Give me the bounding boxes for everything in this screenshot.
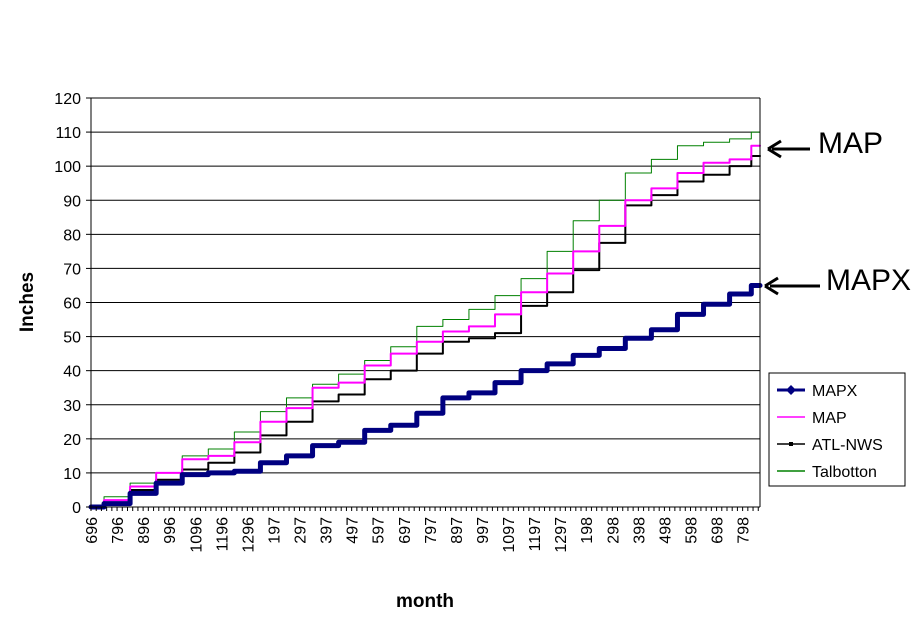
x-tick-label: 1096 xyxy=(188,517,205,553)
x-tick-label: 797 xyxy=(423,517,440,544)
x-tick-label: 1297 xyxy=(553,517,570,553)
axes xyxy=(86,97,761,511)
x-tick-labels: 696 796 896 996 1096 1196 1296 197 297 397 497 597 6… xyxy=(84,517,753,553)
y-tick-label: 40 xyxy=(63,364,81,381)
x-tick-label: 1197 xyxy=(527,517,544,552)
legend-marker-small xyxy=(789,442,793,446)
x-tick-label: 1296 xyxy=(240,517,257,553)
x-tick-label: 197 xyxy=(266,517,283,544)
y-tick-labels: 0 10 20 30 40 50 60 70 80 90 100 110 120 xyxy=(54,91,81,517)
x-tick-label: 498 xyxy=(657,517,674,544)
x-tick-label: 897 xyxy=(449,517,466,544)
y-tick-label: 10 xyxy=(63,466,81,483)
series-line-mapx xyxy=(88,282,763,510)
x-tick-label: 297 xyxy=(293,517,310,544)
y-tick-label: 60 xyxy=(63,296,81,313)
y-axis-title: Inches xyxy=(17,272,38,332)
annotation-map-label: MAP xyxy=(818,127,883,160)
x-tick-label: 696 xyxy=(84,517,101,544)
y-tick-label: 30 xyxy=(63,398,81,415)
legend-item-mapx: MAPX xyxy=(777,383,858,400)
legend-marker-diamond xyxy=(786,385,796,395)
y-tick-label: 50 xyxy=(63,330,81,347)
legend-label: MAP xyxy=(812,410,847,427)
legend-label: Talbotton xyxy=(812,464,877,481)
x-tick-label: 497 xyxy=(345,517,362,544)
annotation-mapx-label: MAPX xyxy=(826,264,911,297)
legend-item-talbotton: Talbotton xyxy=(777,464,877,481)
y-tick-label: 70 xyxy=(63,261,81,278)
y-tick-label: 80 xyxy=(63,227,81,244)
x-axis-title: month xyxy=(396,591,454,612)
x-tick-label: 298 xyxy=(605,517,622,544)
x-tick-label: 397 xyxy=(319,517,336,544)
y-tick-label: 110 xyxy=(55,125,81,142)
y-tick-label: 100 xyxy=(54,159,81,176)
y-tick-label: 120 xyxy=(54,91,81,108)
x-tick-label: 698 xyxy=(710,517,727,544)
x-tick-label: 996 xyxy=(162,517,179,544)
x-tick-label: 1097 xyxy=(501,517,518,553)
y-tick-label: 20 xyxy=(63,432,81,449)
y-tick-label: 0 xyxy=(72,500,81,517)
legend-label: MAPX xyxy=(812,383,858,400)
legend-box xyxy=(768,372,906,487)
annotation-mapx-arrow-head xyxy=(764,276,779,296)
x-tick-label: 997 xyxy=(475,517,492,544)
x-tick-label: 598 xyxy=(683,517,700,544)
legend-item-map: MAP xyxy=(777,410,847,427)
series-lines xyxy=(88,131,763,510)
annotation-map-arrow-head xyxy=(767,139,782,159)
series-line-map xyxy=(90,144,761,508)
x-tick-label: 398 xyxy=(631,517,648,544)
x-tick-label: 697 xyxy=(397,517,414,544)
x-tick-label: 198 xyxy=(579,517,596,544)
legend: MAPX MAP ATL-NWS Talbotton xyxy=(768,372,906,487)
legend-label: ATL-NWS xyxy=(812,437,883,454)
y-tick-label: 90 xyxy=(63,193,81,210)
annotation-map: MAP xyxy=(767,127,883,160)
x-tick-label: 796 xyxy=(110,517,127,544)
x-tick-label: 896 xyxy=(136,517,153,544)
x-tick-label: 798 xyxy=(736,517,753,544)
x-tick-label: 1196 xyxy=(214,517,231,552)
gridlines xyxy=(91,97,760,474)
x-tick-label: 597 xyxy=(371,517,388,544)
legend-item-atl-nws: ATL-NWS xyxy=(777,437,883,454)
annotation-mapx: MAPX xyxy=(764,264,911,297)
